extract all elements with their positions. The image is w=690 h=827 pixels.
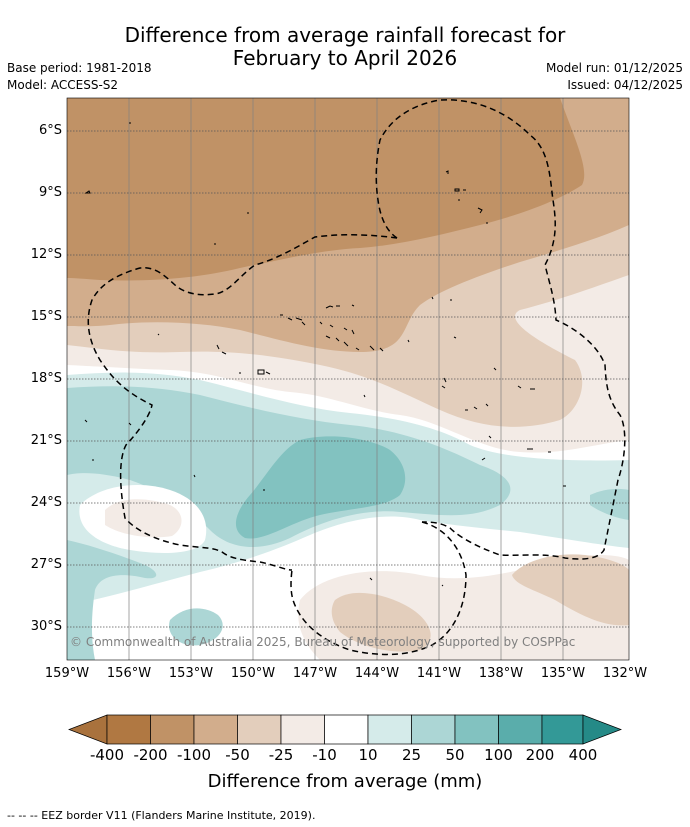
eez-borders: [87, 99, 626, 656]
colorbar-tick: -200: [133, 746, 168, 764]
colorbar-bin: [324, 714, 369, 745]
colorbar-tick: -25: [268, 746, 294, 764]
colorbar-tick: -400: [89, 746, 125, 764]
colorbar: [68, 714, 622, 745]
colorbar-tick: 25: [401, 746, 422, 764]
colorbar-bin: [150, 714, 195, 745]
model-name: Model: ACCESS-S2: [7, 78, 119, 92]
model-info: Base period: 1981-2018 Model: ACCESS-S2: [7, 60, 152, 94]
colorbar-tick: 100: [484, 746, 513, 764]
graticule-parallels: [67, 130, 629, 628]
colorbar-bin: [411, 714, 456, 745]
colorbar-bin: [106, 714, 151, 745]
lat-label: 21°S: [30, 433, 62, 448]
lon-label: 147°W: [292, 666, 338, 681]
dry-band-minus100: [67, 98, 585, 281]
colorbar-under-arrow: [68, 714, 108, 745]
wet-band-east: [590, 488, 629, 520]
wet-band-south: [67, 540, 157, 660]
colorbar-tick: -100: [176, 746, 212, 764]
eez-footnote: -- -- -- EEZ border V11 (Flanders Marine…: [7, 809, 316, 822]
colorbar-tick: 50: [445, 746, 465, 764]
wet-band-50: [235, 436, 406, 539]
lat-label: 6°S: [38, 123, 62, 138]
colorbar-tick: -50: [225, 746, 250, 764]
lon-label: 159°W: [44, 666, 90, 681]
lon-label: 138°W: [478, 666, 524, 681]
islands: [84, 122, 566, 587]
lon-label: 153°W: [168, 666, 214, 681]
eez-french-polynesia-north: [375, 99, 626, 560]
lat-label: 18°S: [30, 371, 62, 386]
colorbar-bin: [237, 714, 282, 745]
colorbar-tick: 400: [568, 746, 598, 764]
wet-band-south-2: [169, 608, 223, 646]
lon-label: 141°W: [416, 666, 462, 681]
colorbar-tick: -10: [312, 746, 337, 764]
colorbar-bin: [193, 714, 238, 745]
colorbar-bin: [367, 714, 412, 745]
issued-date: Issued: 04/12/2025: [567, 78, 683, 92]
dry-patch-southeast-25: [512, 554, 629, 626]
dry-patch-south-25: [331, 592, 431, 652]
colorbar-bin: [498, 714, 543, 745]
title-line-1: Difference from average rainfall forecas…: [124, 23, 566, 47]
base-period: Base period: 1981-2018: [7, 61, 152, 75]
lon-label: 156°W: [106, 666, 152, 681]
copyright-notice: © Commonwealth of Australia 2025, Bureau…: [70, 635, 576, 649]
lat-label: 12°S: [30, 247, 62, 262]
lat-label: 24°S: [30, 495, 62, 510]
lon-label: 135°W: [540, 666, 586, 681]
lon-label: 150°W: [230, 666, 276, 681]
lat-label: 27°S: [30, 557, 62, 572]
lat-label: 9°S: [38, 185, 62, 200]
colorbar-tick: 10: [358, 746, 378, 764]
colorbar-bin: [280, 714, 325, 745]
colorbar-bin: [454, 714, 499, 745]
map-frame: [66, 97, 630, 661]
title-line-2: February to April 2026: [232, 46, 458, 70]
lon-label: 144°W: [354, 666, 400, 681]
model-run-date: Model run: 01/12/2025: [545, 61, 683, 75]
lon-label: 132°W: [602, 666, 648, 681]
lat-label: 15°S: [30, 309, 62, 324]
map-title: Difference from average rainfall forecas…: [0, 24, 690, 70]
colorbar-tick: 200: [525, 746, 555, 764]
colorbar-bin: [541, 714, 584, 745]
lat-label: 30°S: [30, 619, 62, 634]
colorbar-label: Difference from average (mm): [207, 771, 483, 792]
colorbar-over-arrow: [582, 714, 622, 745]
eez-cook-islands: [87, 234, 398, 571]
run-info: Model run: 01/12/2025 Issued: 04/12/2025: [546, 60, 683, 94]
